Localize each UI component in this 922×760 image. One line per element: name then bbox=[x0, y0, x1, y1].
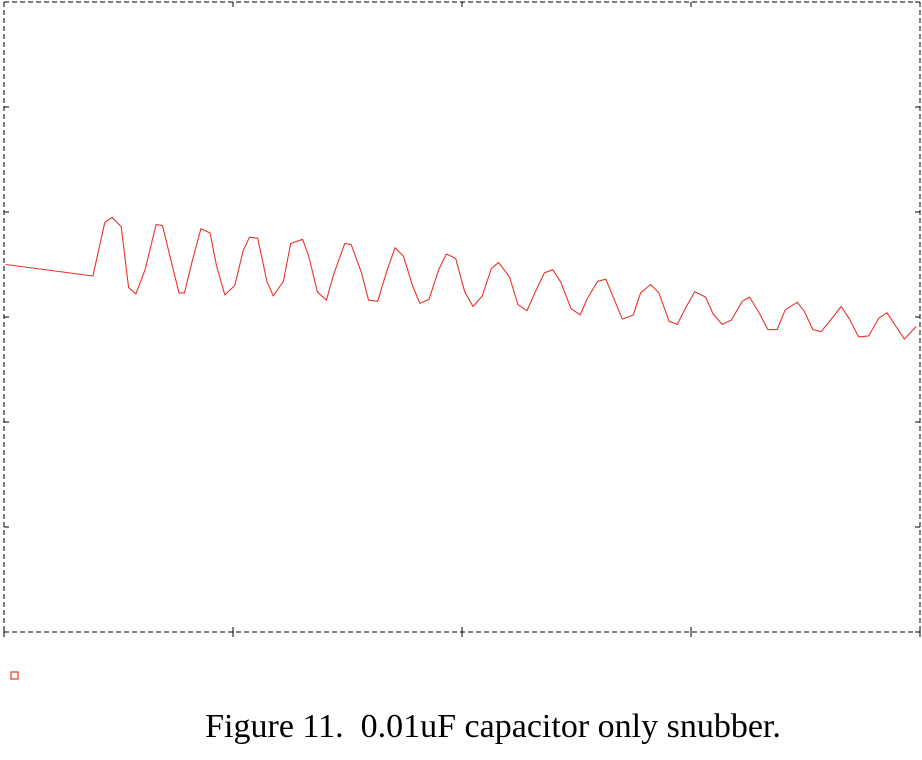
legend-marker-square bbox=[10, 671, 19, 680]
series-line-0 bbox=[5, 216, 917, 340]
legend bbox=[10, 671, 19, 680]
x-ticks bbox=[3, 2, 921, 637]
figure-caption: Figure 11. 0.01uF capacitor only snubber… bbox=[205, 708, 781, 745]
series-group bbox=[5, 216, 917, 340]
y-ticks bbox=[4, 1, 920, 633]
chart bbox=[3, 1, 921, 680]
